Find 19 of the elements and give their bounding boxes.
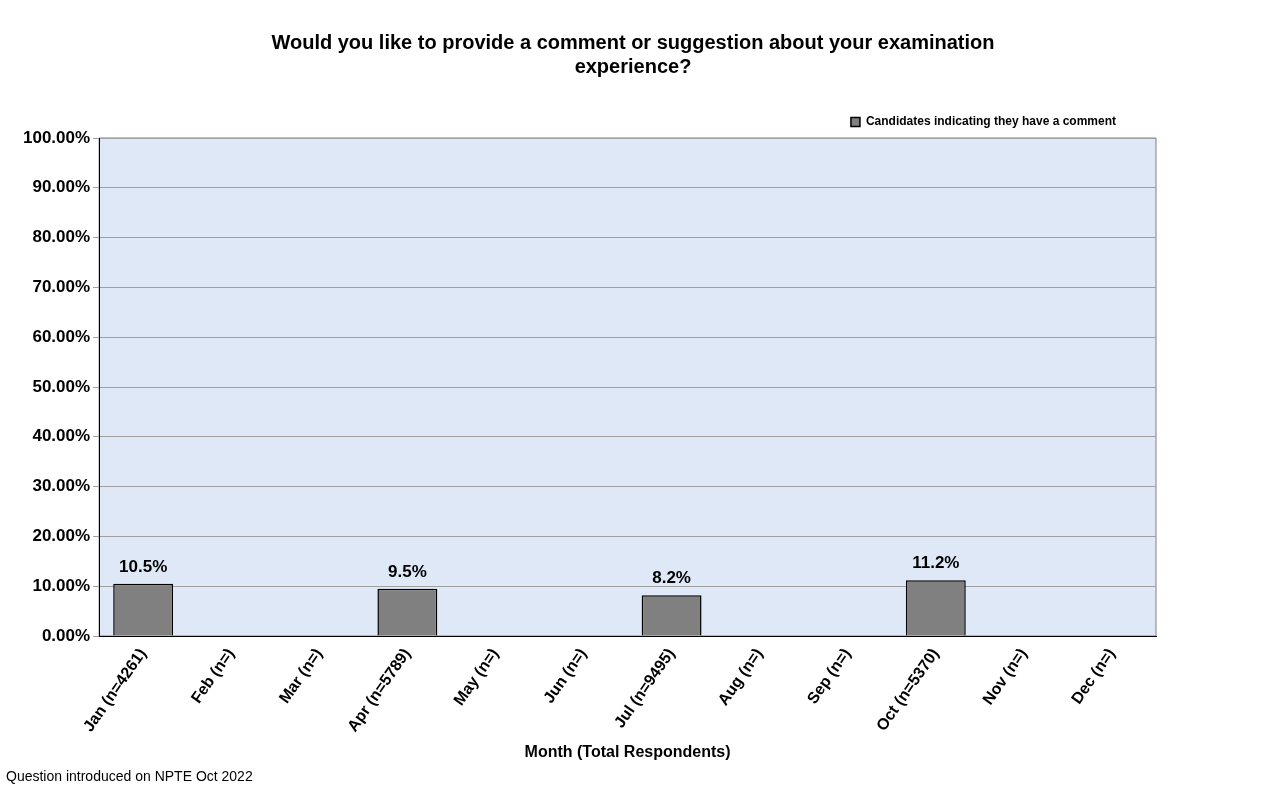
y-tick-label: 10.00%: [32, 575, 91, 595]
y-tick-label: 0.00%: [41, 625, 91, 645]
y-tick-label: 80.00%: [32, 227, 91, 247]
data-label: 10.5%: [119, 556, 168, 576]
data-label: 9.5%: [388, 561, 427, 581]
y-tick-label: 90.00%: [32, 177, 91, 197]
chart-title: Would you like to provide a comment or suggestion about your examination experience?: [270, 30, 996, 78]
data-label: 8.2%: [652, 568, 691, 588]
y-tick-label: 60.00%: [32, 326, 91, 346]
y-tick-label: 100.00%: [22, 127, 91, 147]
data-label: 11.2%: [912, 553, 960, 573]
y-tick-label: 70.00%: [32, 277, 91, 297]
legend-label: Candidates indicating they have a comment: [865, 114, 1116, 129]
x-axis-title: Month (Total Respondents): [524, 742, 731, 760]
y-tick-label: 50.00%: [32, 376, 91, 396]
text: Question introduced on NPTE Oct 2022: [6, 768, 253, 784]
y-tick-label: 40.00%: [32, 426, 91, 446]
y-tick-label: 30.00%: [32, 476, 91, 496]
y-tick-label: 20.00%: [32, 526, 91, 546]
